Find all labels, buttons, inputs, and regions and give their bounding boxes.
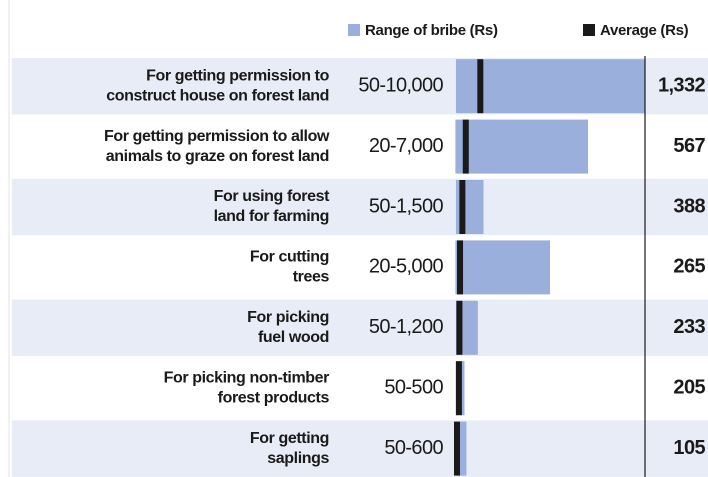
category-label: For cutting <box>250 249 329 266</box>
category-label: forest products <box>218 389 330 406</box>
category-label: saplings <box>267 450 329 467</box>
category-label: For getting <box>250 430 329 447</box>
range-bar <box>455 59 645 114</box>
legend-label: Average (Rs) <box>600 22 689 39</box>
average-label: 233 <box>673 316 705 338</box>
average-label: 567 <box>673 135 705 157</box>
average-label: 1,332 <box>658 74 706 96</box>
average-label: 388 <box>673 195 705 217</box>
category-label: fuel wood <box>258 329 329 346</box>
row-stripe <box>12 299 708 356</box>
range-label: 20-7,000 <box>369 135 444 157</box>
range-bar <box>455 421 467 476</box>
average-marker <box>462 119 469 174</box>
category-label: land for farming <box>214 208 329 225</box>
range-label: 50-500 <box>384 376 443 398</box>
legend-swatch <box>348 24 360 36</box>
category-label: For picking <box>247 309 329 326</box>
range-label: 50-1,200 <box>369 316 444 338</box>
average-marker <box>459 180 466 234</box>
average-marker <box>457 240 464 295</box>
category-label: For using forest <box>214 188 330 205</box>
row-stripe <box>12 178 708 236</box>
average-label: 105 <box>673 437 705 459</box>
range-label: 50-600 <box>384 437 443 459</box>
average-marker <box>456 300 463 355</box>
average-marker <box>455 361 462 416</box>
category-label: For picking non-timber <box>164 369 330 386</box>
average-marker <box>477 59 484 114</box>
category-label: construct house on forest land <box>106 87 329 104</box>
category-label: trees <box>293 269 330 286</box>
legend-label: Range of bribe (Rs) <box>365 22 498 39</box>
range-bar <box>455 240 550 295</box>
average-label: 205 <box>673 376 705 398</box>
row-stripe <box>12 420 708 477</box>
range-label: 50-10,000 <box>358 74 443 96</box>
range-label: 20-5,000 <box>369 256 444 278</box>
category-label: For getting permission to allow <box>104 128 330 145</box>
average-marker <box>453 421 460 476</box>
legend-swatch <box>583 24 595 36</box>
average-label: 265 <box>673 256 705 278</box>
category-label: animals to graze on forest land <box>106 148 329 165</box>
range-bar <box>455 119 588 174</box>
range-label: 50-1,500 <box>369 195 444 217</box>
category-label: For getting permission to <box>146 67 330 84</box>
